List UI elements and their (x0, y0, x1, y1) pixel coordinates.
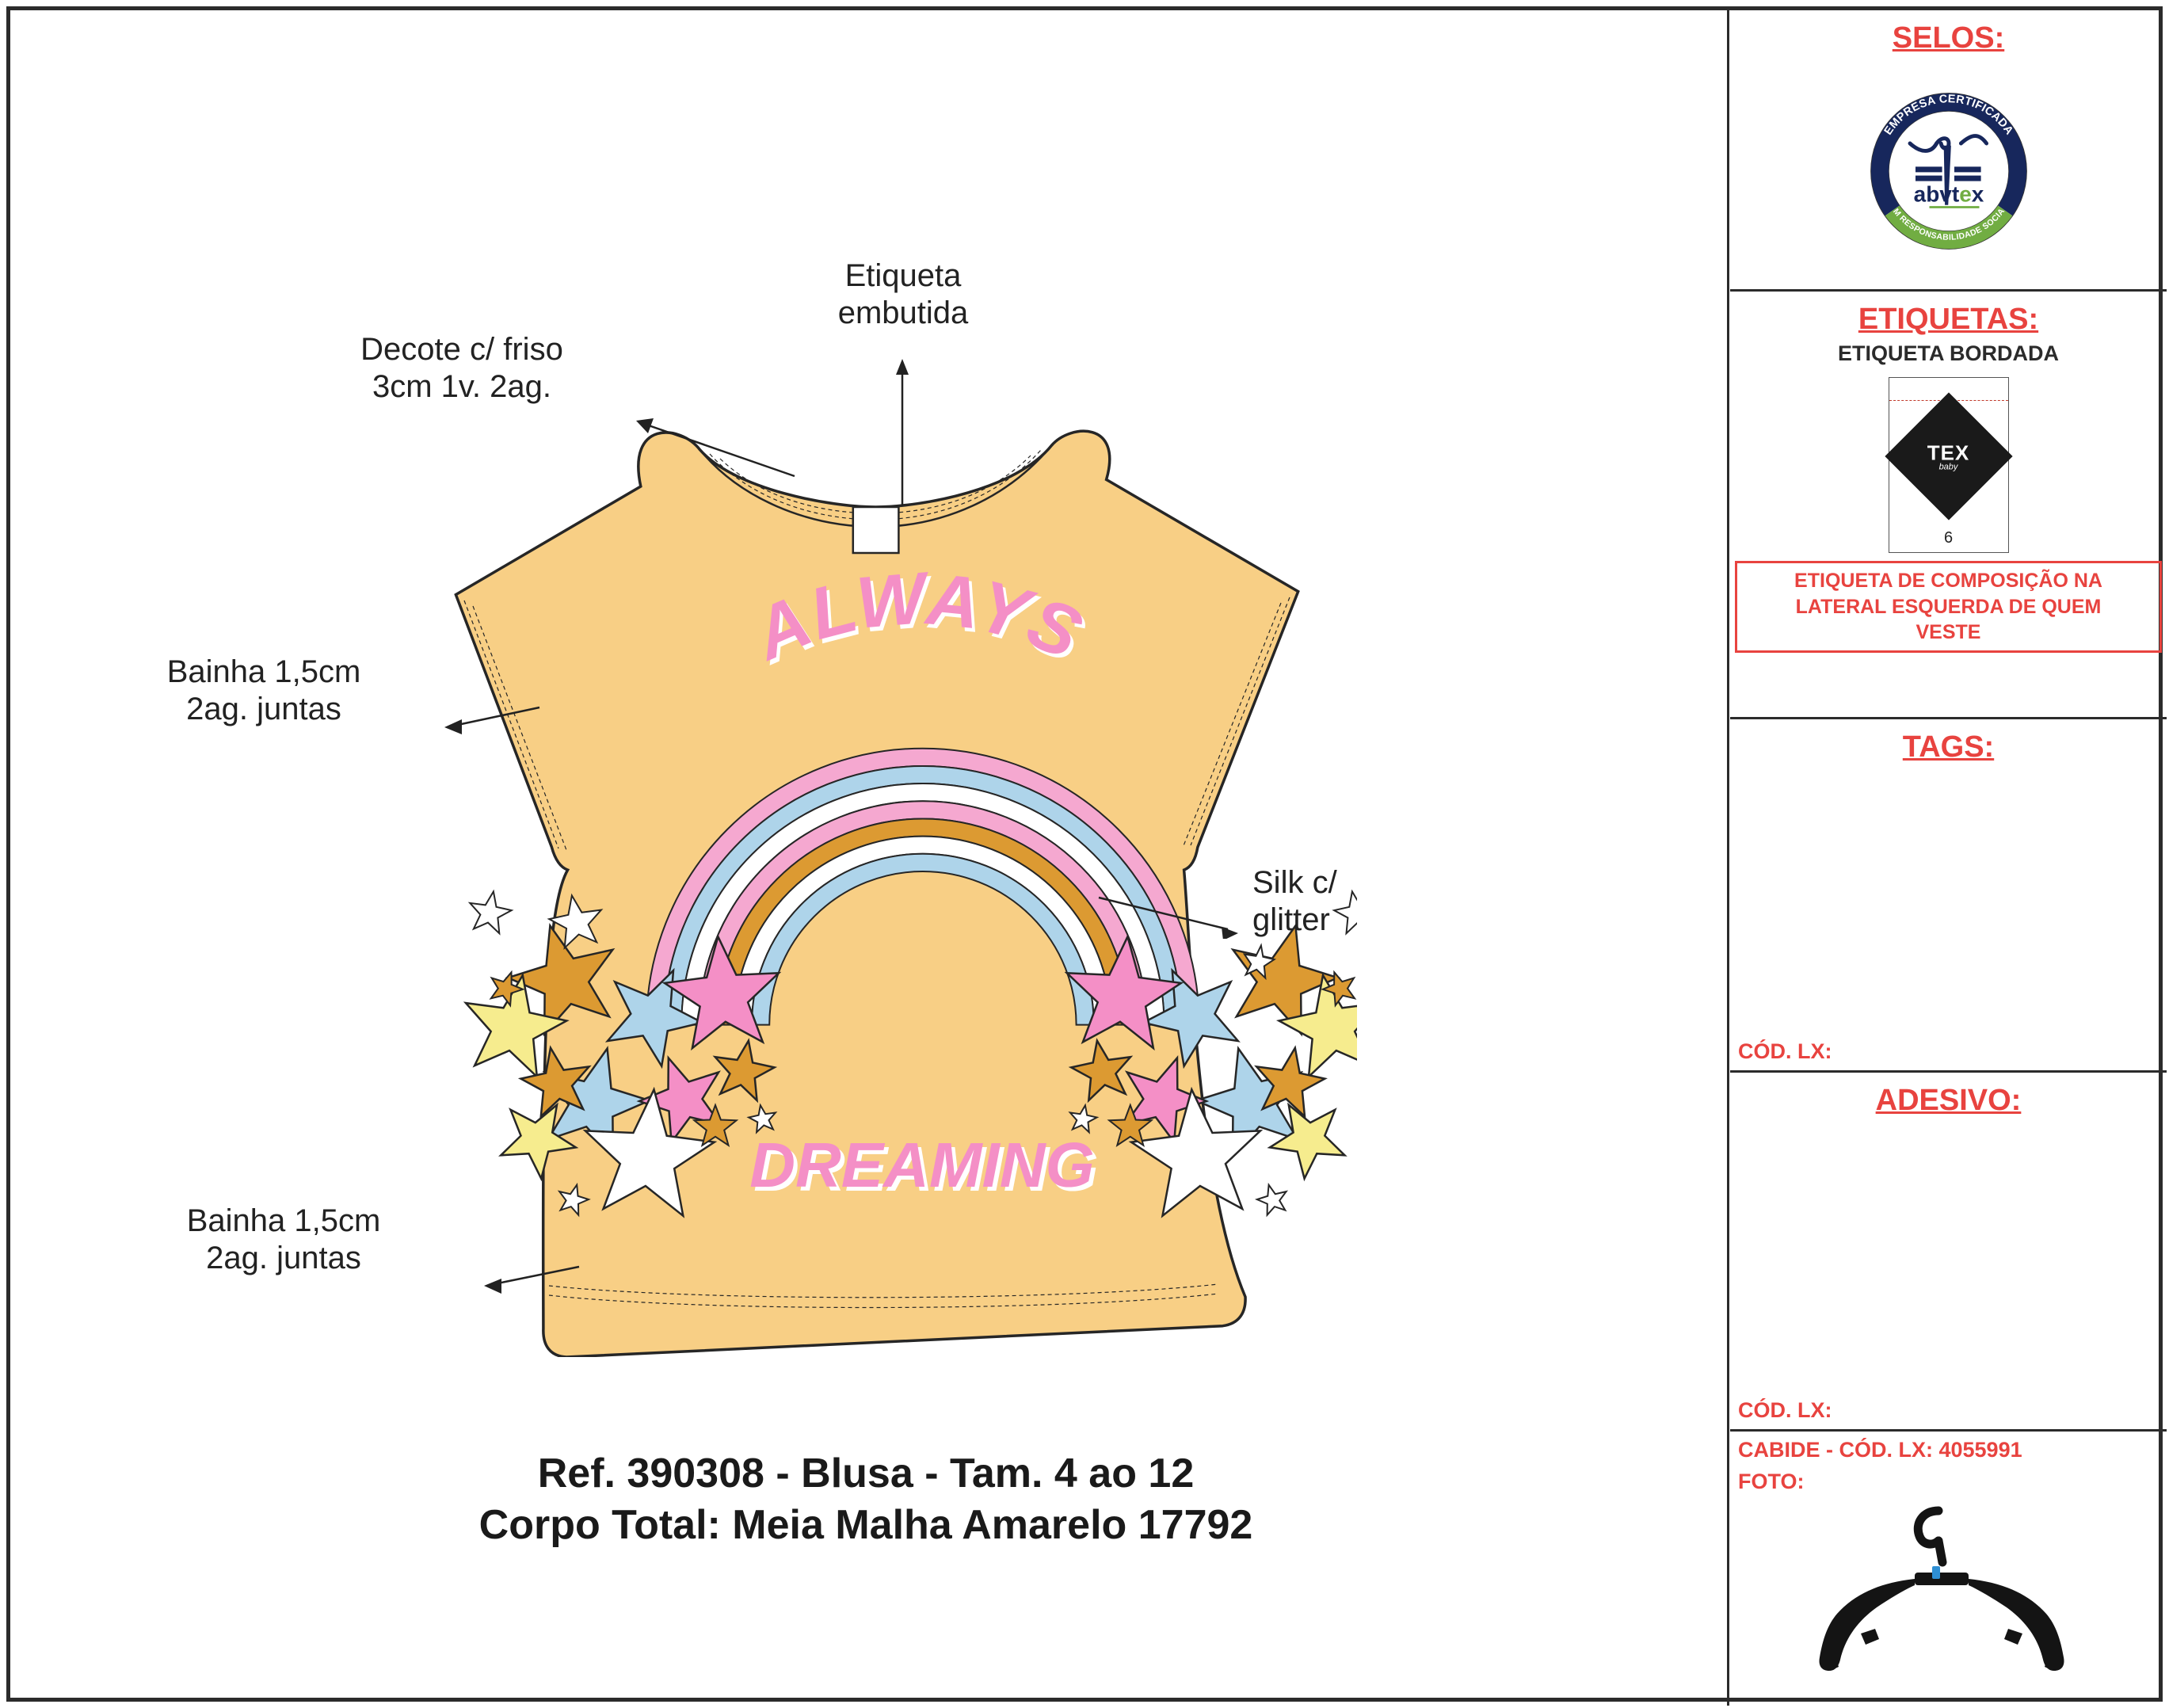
svg-text:DREAMING: DREAMING (749, 1130, 1095, 1200)
svg-text:abvtex: abvtex (1913, 182, 1984, 207)
